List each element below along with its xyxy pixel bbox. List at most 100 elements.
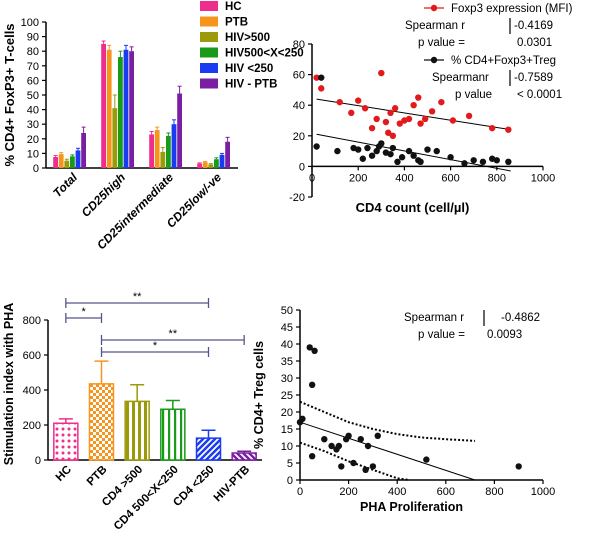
p-label: p value = [418, 37, 465, 49]
point [306, 344, 313, 351]
point-treg [355, 146, 362, 153]
y-tick-label: 20 [293, 131, 305, 143]
legend-label: HIV - PTB [225, 79, 277, 91]
y-tick-label: 100 [21, 17, 39, 29]
point [308, 453, 316, 460]
x-tick-label: 1000 [531, 486, 555, 498]
bar-PTB [58, 154, 64, 168]
point-foxp3 [385, 129, 392, 136]
point-foxp3 [361, 105, 369, 112]
significance-label: * [153, 340, 158, 352]
y-tick-label: 5 [287, 458, 293, 470]
point-foxp3 [389, 132, 397, 139]
legend-marker [430, 4, 438, 12]
point-treg [398, 154, 406, 161]
y-axis-label: % CD4+ FoxP3+ T-cells [2, 23, 17, 166]
legend-label: % CD4+Foxp3+Treg [451, 55, 556, 67]
y-tick-label: 30 [281, 373, 293, 385]
point-treg [334, 147, 341, 155]
point-treg [394, 158, 401, 166]
bar-HIV - PTB [225, 141, 230, 168]
p-value: 0.0093 [487, 329, 522, 341]
point-foxp3 [368, 124, 376, 132]
point-treg [378, 140, 385, 147]
bar-HC [101, 43, 106, 168]
point-treg [433, 147, 440, 155]
y-tick-label: 40 [27, 105, 39, 117]
y-tick-label: 200 [23, 420, 41, 432]
y-tick-label: 40 [281, 339, 293, 351]
point-foxp3 [449, 117, 457, 124]
x-tick-label: 200 [339, 486, 357, 498]
point-foxp3 [318, 85, 325, 92]
point-treg [313, 143, 320, 150]
bar-HIV <250 [123, 49, 129, 168]
legend-label: Foxp3 expression (MFI) [451, 3, 573, 15]
point-foxp3 [417, 120, 424, 127]
legend-label: HIV500<X<250 [225, 48, 304, 60]
point-foxp3 [396, 120, 403, 127]
y-axis-label: % CD4+ Treg cells [252, 341, 266, 449]
point-treg [479, 158, 487, 166]
x-tick-label: 600 [441, 172, 459, 184]
y-tick-label: 600 [23, 350, 41, 362]
point-foxp3 [438, 98, 445, 106]
point [364, 442, 372, 450]
x-tick-label: 400 [395, 172, 413, 184]
legend-swatch [200, 1, 218, 11]
ci-lower [299, 441, 410, 481]
legend-label: HIV <250 [225, 63, 273, 75]
ci-upper [299, 400, 476, 442]
y-tick-label: 50 [27, 90, 39, 102]
bar-PTB [202, 162, 208, 168]
point-foxp3 [465, 112, 473, 120]
point [423, 456, 430, 463]
bar [195, 437, 222, 461]
y-tick-label: 25 [281, 390, 293, 402]
point-treg [359, 155, 367, 162]
x-tick-label: 800 [488, 172, 506, 184]
x-tick-label: 800 [485, 486, 503, 498]
x-axis-label: CD4 count (cell/µl) [356, 200, 470, 215]
category-label: PTB [85, 464, 110, 489]
point-treg [387, 150, 394, 158]
stat-r: -0.4862 [501, 312, 540, 324]
point [328, 442, 335, 450]
point-treg [364, 144, 371, 152]
point-foxp3 [348, 109, 355, 117]
bar-HIV - PTB [177, 93, 182, 168]
point [357, 436, 364, 443]
bar-HIV <250 [171, 124, 177, 168]
y-tick-label: 20 [281, 407, 293, 419]
point-treg [405, 147, 413, 155]
point-foxp3 [410, 102, 417, 109]
point [321, 436, 328, 443]
point [311, 347, 318, 354]
category-label: CD4 500<X<250 [112, 464, 181, 533]
point-treg [410, 152, 417, 159]
x-tick-label: 1000 [531, 172, 555, 184]
bar-HC [197, 163, 202, 168]
legend-label: HC [225, 1, 242, 13]
point-treg [470, 157, 477, 164]
bar-HIV500<X<250 [214, 159, 219, 168]
significance-label: ** [133, 291, 142, 303]
legend-swatch [200, 78, 218, 89]
y-tick-label: 40 [293, 100, 305, 112]
legend-label: PTB [225, 17, 248, 29]
stat-r: -0.7589 [514, 72, 553, 84]
bar-HIV - PTB [129, 51, 134, 169]
y-tick-label: 0 [287, 475, 293, 487]
legend-swatch [200, 32, 218, 42]
point-treg [318, 74, 325, 81]
legend-swatch [200, 47, 218, 58]
point-foxp3 [415, 94, 422, 101]
panel-a: 0 10 20 30 40 50 60 70 80 90 100 % CD4+ FoxP3+ T-ce… [2, 1, 304, 252]
panel-c: 0 200 400 600 800 Stimulation index with PHA H… [2, 291, 262, 533]
bar-PTB [106, 49, 112, 168]
point [374, 432, 381, 439]
point [350, 459, 357, 467]
stat-label: Spearmanr [432, 72, 489, 84]
point [335, 442, 343, 450]
